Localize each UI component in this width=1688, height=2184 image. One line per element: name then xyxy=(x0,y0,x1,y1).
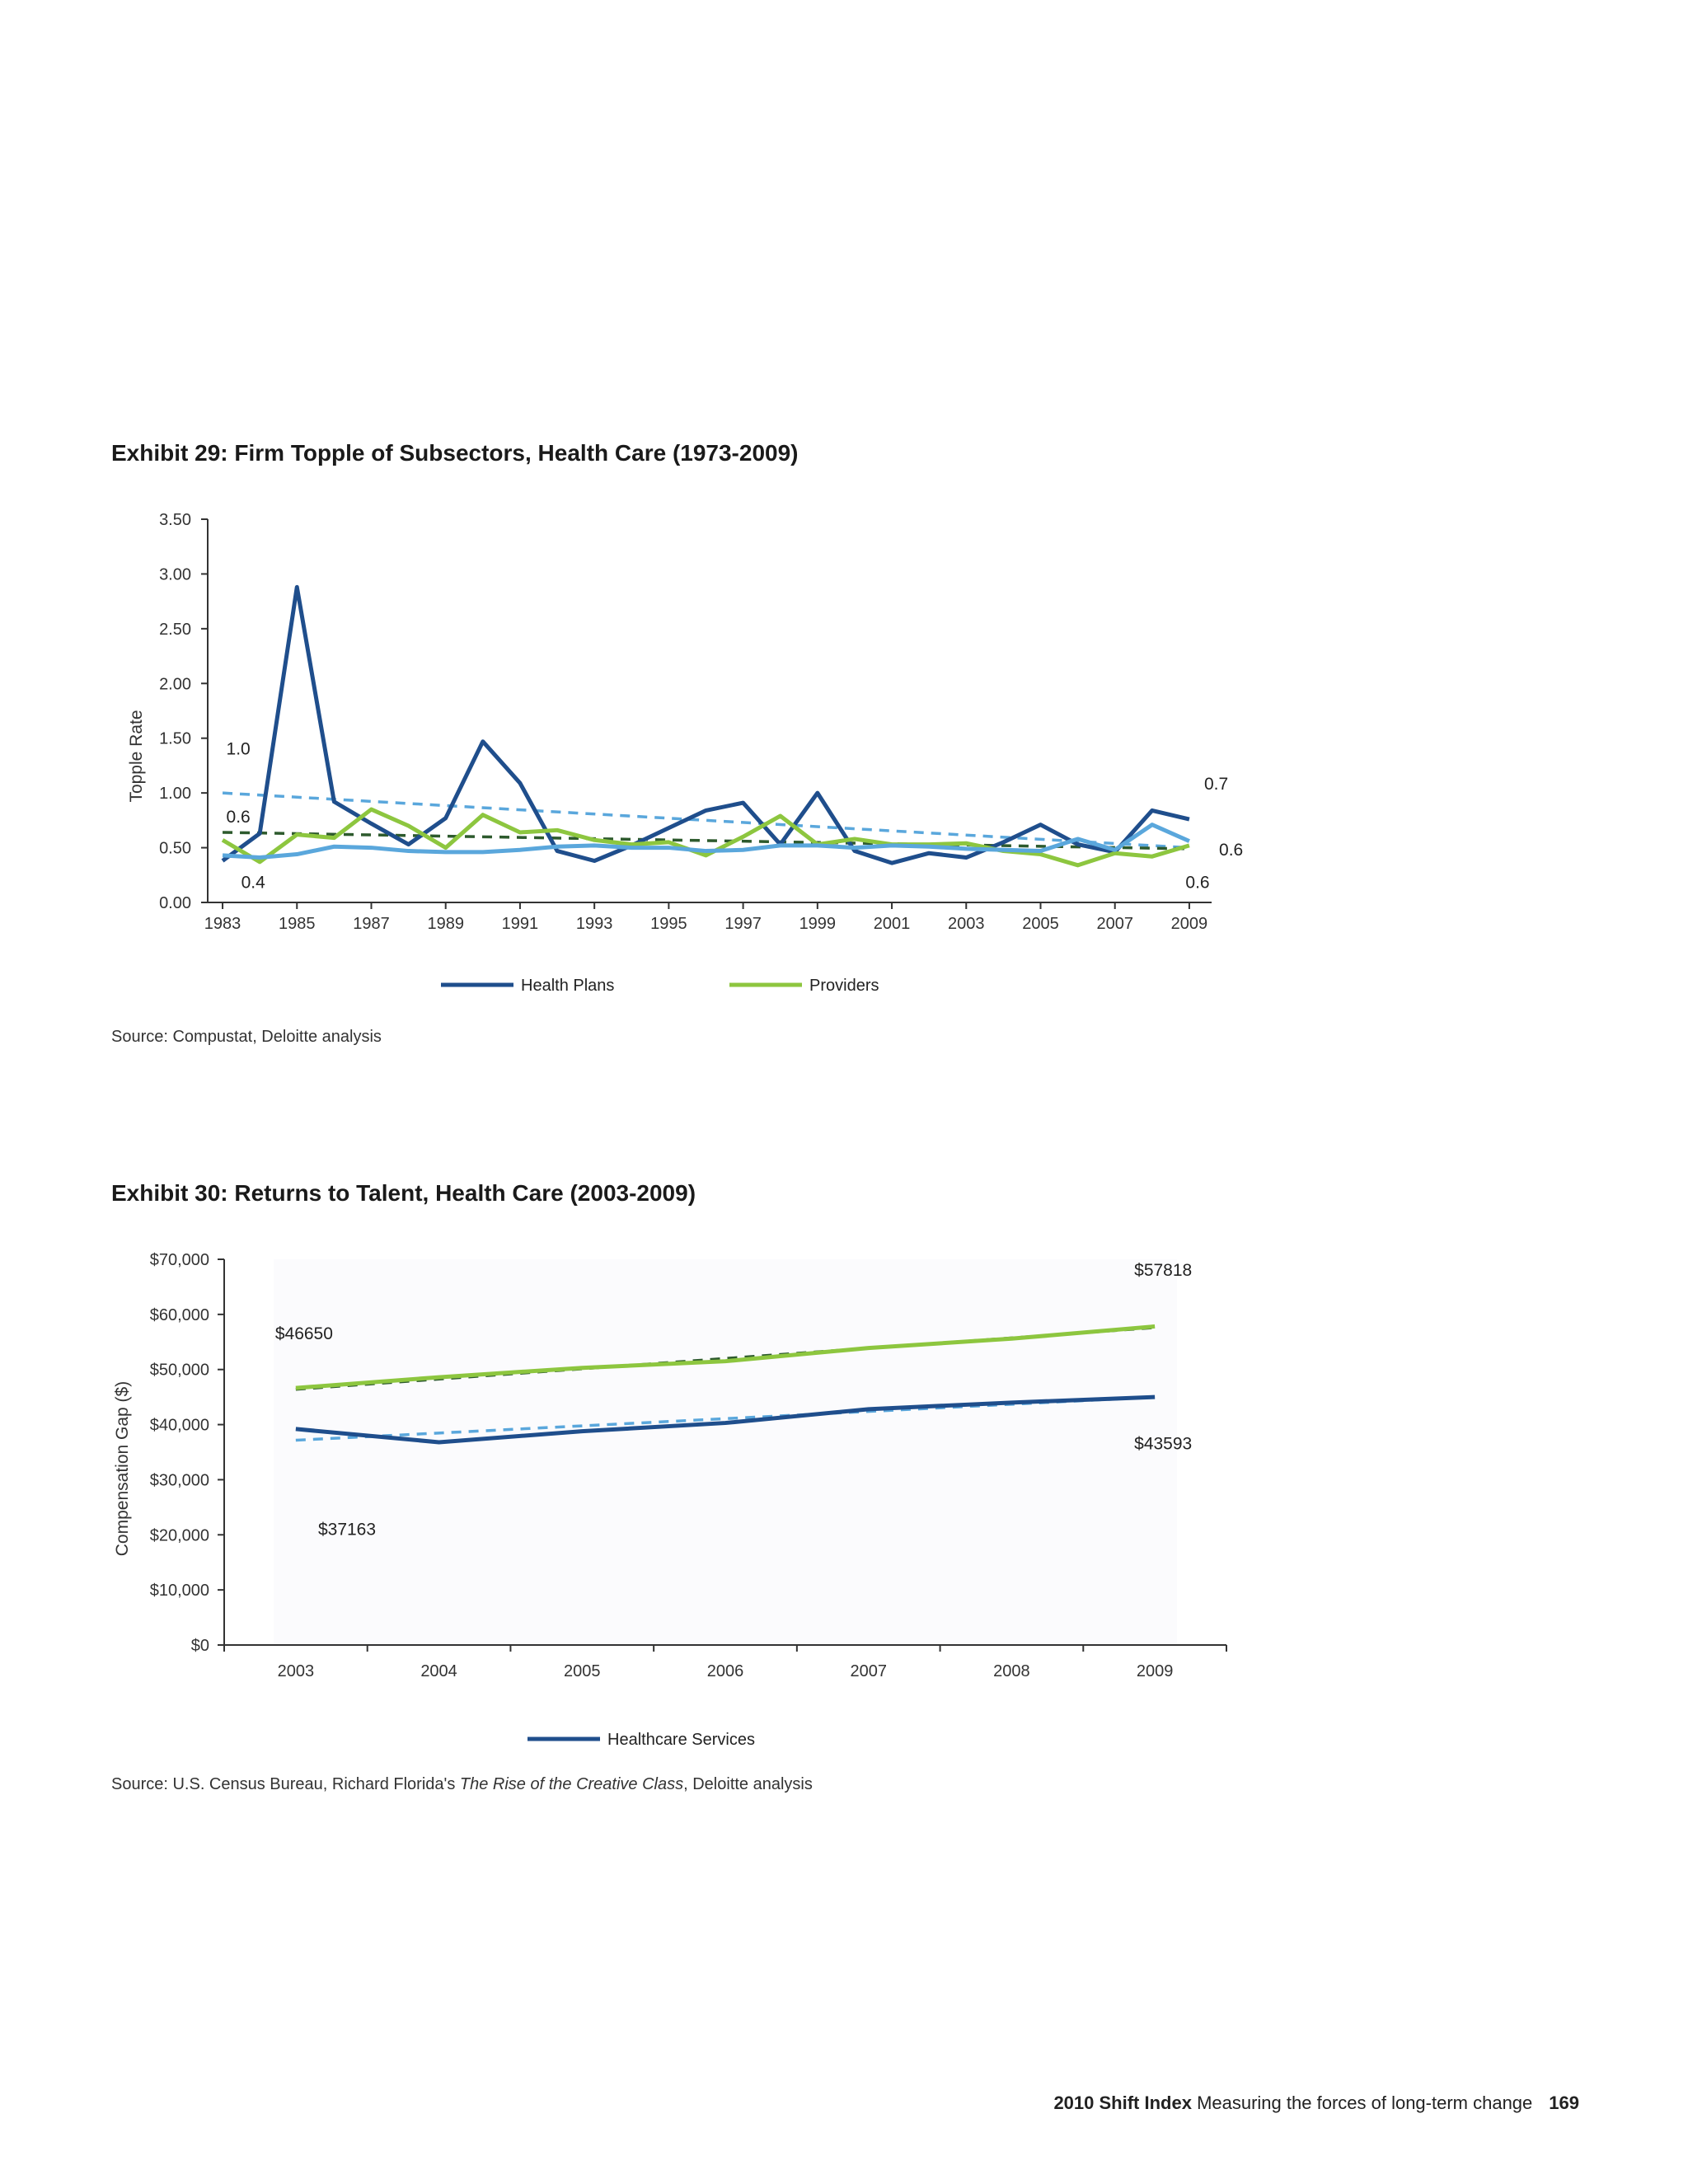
x-tick-label: 1985 xyxy=(279,915,316,933)
returns-to-talent-chart: $0 $10,000 $20,000 $30,000 $40,000 $50,000 $60… xyxy=(113,1251,1227,1749)
x-tick-label: 2005 xyxy=(564,1662,601,1680)
y-tick-label: 3.50 xyxy=(159,511,191,529)
y-axis-label: Compensation Gap ($) xyxy=(113,1381,132,1556)
data-label: $43593 xyxy=(1134,1435,1192,1454)
x-tick-label: 2003 xyxy=(948,915,985,933)
x-tick-label: 1997 xyxy=(724,915,762,933)
x-tick-label: 2006 xyxy=(707,1662,744,1680)
data-label: $37163 xyxy=(318,1520,376,1539)
data-label: 0.6 xyxy=(1219,841,1243,860)
page-number: 169 xyxy=(1549,2093,1579,2113)
legend-label: Healthcare Services xyxy=(607,1731,755,1749)
x-tick-label: 2004 xyxy=(420,1662,457,1680)
x-tick-label: 2007 xyxy=(850,1662,887,1680)
x-tick-label: 1991 xyxy=(502,915,539,933)
y-tick-label: $70,000 xyxy=(150,1251,209,1269)
y-axis-label: Topple Rate xyxy=(127,710,146,802)
y-tick-label: 2.50 xyxy=(159,621,191,639)
exhibit-30-title: Exhibit 30: Returns to Talent, Health Ca… xyxy=(111,1180,696,1206)
y-tick-label: $0 xyxy=(191,1637,209,1655)
x-tick-label: 1995 xyxy=(650,915,687,933)
data-label: 0.6 xyxy=(227,808,251,827)
source-suffix: , Deloitte analysis xyxy=(683,1775,813,1793)
y-tick-label: 0.50 xyxy=(159,840,191,858)
topple-rate-chart: 0.00 0.50 1.00 1.50 2.00 2.50 3.00 3.50 1983 1985… xyxy=(127,511,1243,995)
x-tick-label: 2008 xyxy=(993,1662,1030,1680)
y-tick-label: 1.50 xyxy=(159,730,191,748)
y-tick-label: 3.00 xyxy=(159,565,191,583)
data-label: $46650 xyxy=(275,1324,333,1343)
y-tick-label: 0.00 xyxy=(159,894,191,912)
x-tick-label: 2009 xyxy=(1137,1662,1174,1680)
legend-label: Providers xyxy=(809,977,879,995)
data-label: 0.7 xyxy=(1204,775,1228,794)
y-tick-label: $20,000 xyxy=(150,1526,209,1544)
y-tick-label: $60,000 xyxy=(150,1306,209,1324)
series-line-providers xyxy=(221,807,1190,868)
y-tick-label: $50,000 xyxy=(150,1361,209,1380)
source-book-title: The Rise of the Creative Class xyxy=(459,1775,684,1793)
y-tick-label: $30,000 xyxy=(150,1471,209,1489)
footer-publication: 2010 Shift Index xyxy=(1053,2093,1192,2113)
source-prefix: Source: U.S. Census Bureau, Richard Flor… xyxy=(111,1775,460,1793)
x-tick-label: 2009 xyxy=(1171,915,1208,933)
x-tick-label: 1987 xyxy=(353,915,390,933)
series-line-unlabeled xyxy=(222,823,1190,860)
data-label: 1.0 xyxy=(227,740,251,759)
trend-line xyxy=(223,831,1189,851)
x-tick-label: 2003 xyxy=(278,1662,315,1680)
footer-tagline: Measuring the forces of long-term change xyxy=(1191,2093,1533,2113)
x-tick-label: 1999 xyxy=(799,915,837,933)
data-label: $57818 xyxy=(1134,1261,1192,1280)
x-tick-label: 2007 xyxy=(1096,915,1133,933)
y-tick-label: $10,000 xyxy=(150,1582,209,1600)
x-tick-label: 2001 xyxy=(874,915,911,933)
y-tick-label: 1.00 xyxy=(159,785,191,803)
x-tick-label: 1989 xyxy=(427,915,464,933)
exhibit-29-title: Exhibit 29: Firm Topple of Subsectors, H… xyxy=(111,440,799,466)
series-line-health-plans xyxy=(221,584,1190,865)
y-tick-label: $40,000 xyxy=(150,1417,209,1435)
plot-area xyxy=(274,1259,1177,1645)
exhibit-29-source: Source: Compustat, Deloitte analysis xyxy=(111,1028,382,1046)
y-tick-label: 2.00 xyxy=(159,675,191,693)
trend-line xyxy=(222,791,1190,850)
x-tick-label: 1993 xyxy=(576,915,613,933)
data-label: 0.6 xyxy=(1185,874,1209,893)
data-label: 0.4 xyxy=(241,874,266,893)
series-line-healthcare-services xyxy=(295,1394,1156,1445)
exhibit-30-source: Source: U.S. Census Bureau, Richard Flor… xyxy=(111,1775,813,1794)
x-tick-label: 1983 xyxy=(204,915,241,933)
x-tick-label: 2005 xyxy=(1022,915,1059,933)
legend-label: Health Plans xyxy=(521,977,614,995)
series-line-unlabeled xyxy=(295,1324,1156,1390)
page-footer: 2010 Shift Index Measuring the forces of… xyxy=(1053,2093,1579,2114)
